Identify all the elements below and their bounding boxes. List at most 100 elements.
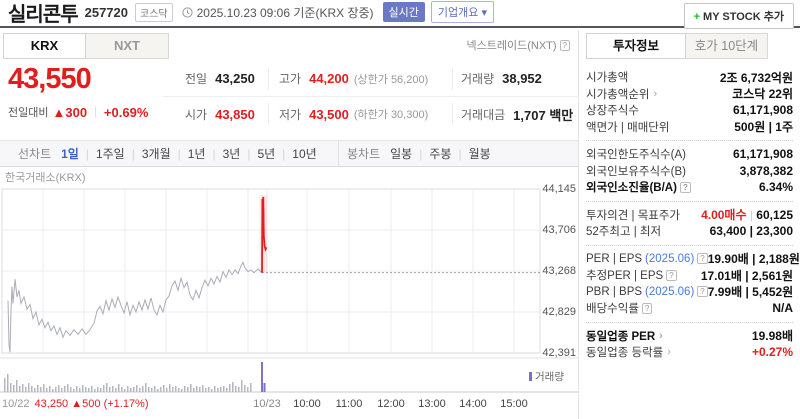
price-line-10/22: [7, 261, 263, 353]
tab-investor-info[interactable]: 투자정보: [586, 33, 686, 59]
tab-nxt[interactable]: NXT: [86, 33, 169, 59]
quote-table-row: 시가 43,850 저가 43,500 (하한가 30,300) 거래대금 1,707 백만: [163, 96, 579, 131]
quote-cell: 시가 43,850: [163, 103, 268, 125]
tab-krx[interactable]: KRX: [3, 33, 86, 59]
info-group: 외국인한도주식수(A) 61,171,908 외국인보유주식수(B) 3,878,38…: [586, 140, 793, 197]
plus-icon: +: [693, 11, 701, 23]
quote-cell-label: 전일: [185, 72, 208, 86]
info-row: 동일업종 등락률 › +0.27%: [586, 344, 793, 361]
quote-cell: 저가 43,500 (하한가 30,300): [268, 103, 452, 125]
period-tab-2[interactable]: 1주일: [95, 147, 125, 161]
info-value-part: +0.27%: [751, 345, 793, 360]
prev-session-summary: 10/22 43,250 ▲500 (+1.17%): [2, 398, 149, 410]
add-mystock-button[interactable]: + MY STOCK 추가: [683, 3, 794, 29]
period-tab-6[interactable]: 5년: [257, 147, 276, 161]
info-label-text: 동일업종 등락률: [586, 347, 664, 360]
info-value-part: 4.00매수: [701, 208, 747, 223]
info-value-part: 60,125: [756, 208, 793, 223]
info-group: 투자의견 | 목표주가 4.00매수 | 60,125 52주최고 | 최저 63,4…: [586, 200, 793, 241]
info-label[interactable]: 동일업종 PER ›: [586, 328, 663, 344]
investor-info-panel: 투자정보 호가 10단계 시가총액 2조 6,732억원 시가총액순위 › 코스닥 22…: [580, 30, 800, 419]
candle-chart-label: 봉차트: [347, 147, 381, 161]
quote-cell-value: 38,952: [502, 71, 542, 86]
candle-tab-1[interactable]: 일봉: [390, 147, 413, 161]
divider: |: [131, 146, 135, 161]
info-row: 시가총액 2조 6,732억원: [586, 69, 793, 86]
quote-cell-label: 거래량: [461, 72, 495, 86]
info-group: 동일업종 PER › 19.98배 동일업종 등락률 › +0.27%: [586, 321, 793, 362]
info-row: 외국인소진율(B/A)? 6.34%: [586, 179, 793, 196]
info-row: 액면가 | 매매단위 500원 | 1주: [586, 119, 793, 136]
help-icon[interactable]: ?: [559, 39, 570, 51]
info-row: 투자의견 | 목표주가 4.00매수 | 60,125: [586, 207, 793, 224]
info-value: 6.34%: [758, 180, 793, 195]
realtime-badge: 실시간: [382, 2, 425, 22]
quote-cell-value: 43,850: [215, 106, 255, 122]
y-axis-label: 42,391: [542, 347, 576, 359]
tab-orderbook[interactable]: 호가 10단계: [686, 33, 768, 59]
info-row: 시가총액순위 › 코스닥 22위: [586, 86, 793, 103]
info-label: 상장주식수: [586, 102, 639, 118]
info-label-text: 시가총액순위: [586, 88, 650, 101]
info-label-part: (2025.06): [645, 252, 695, 265]
info-label[interactable]: 동일업종 등락률 ›: [586, 344, 671, 360]
info-label[interactable]: 시가총액순위 ›: [586, 86, 657, 102]
info-label-text: 액면가 | 매매단위: [586, 121, 670, 134]
info-label: 액면가 | 매매단위: [586, 119, 669, 135]
line-chart-label: 선차트: [18, 147, 52, 161]
info-value: 63,400 | 23,300: [709, 224, 793, 239]
x-axis-label: 10:00: [293, 398, 321, 410]
help-icon[interactable]: ?: [679, 181, 691, 193]
info-row: 상장주식수 61,171,908: [586, 102, 793, 119]
quote-cell-extra: (하한가 30,300): [353, 109, 429, 121]
info-group: 시가총액 2조 6,732억원 시가총액순위 › 코스닥 22위 상장주식수 61,171,…: [586, 68, 793, 136]
period-tab-3[interactable]: 3개월: [141, 147, 171, 161]
help-icon[interactable]: ?: [697, 286, 708, 298]
info-label-text: 외국인보유주식수(B): [586, 165, 686, 178]
period-tab-1[interactable]: 1일: [61, 147, 79, 161]
info-label-text: 동일업종 PER: [586, 330, 656, 343]
up-arrow-icon: ▲: [71, 398, 83, 410]
quote-table-row: 전일 43,250 고가 44,200 (상한가 56,200) 거래량 38,952: [163, 61, 579, 96]
sidebar-tabs: 투자정보 호가 10단계: [586, 33, 768, 59]
candle-tab-3[interactable]: 월봉: [468, 147, 491, 161]
quote-cell-value: 43,500: [309, 106, 349, 122]
divider: |: [458, 146, 462, 161]
y-axis-label: 42,829: [542, 306, 576, 319]
info-row: 배당수익률? N/A: [586, 300, 793, 317]
info-row: PBR | BPS (2025.06)? 7.99배 | 5,452원: [586, 284, 793, 301]
candle-tab-2[interactable]: 주봉: [429, 147, 452, 161]
current-price: 43,550: [8, 63, 92, 95]
change-label: 전일대비: [8, 107, 49, 119]
info-value: 500원 | 1주: [734, 120, 793, 135]
info-label: PBR | BPS (2025.06)?: [586, 286, 708, 298]
info-value-part: |: [746, 208, 757, 223]
info-label-part: PER | EPS: [586, 252, 643, 265]
company-overview-button[interactable]: 기업개요 ▾: [430, 1, 494, 23]
info-row: PER | EPS (2025.06)? 19.90배 | 2,188원: [586, 251, 800, 268]
x-axis-label: 10/23: [253, 398, 281, 410]
info-label: 외국인한도주식수(A): [586, 146, 686, 162]
market-badge: 코스닥: [135, 2, 173, 22]
period-bar: 선차트 1일 | 1주일 | 3개월 | 1년 | 3년 | 5년 | 10년 봉차트 일봉 | 주봉 | 월봉: [0, 140, 578, 167]
info-label: 배당수익률?: [586, 300, 653, 316]
info-value: 코스닥 22위: [732, 87, 793, 102]
info-label-text: 시가총액: [586, 72, 629, 85]
period-tab-7[interactable]: 10년: [292, 147, 317, 161]
help-icon[interactable]: ?: [697, 253, 708, 265]
x-axis-label: 12:00: [377, 398, 405, 410]
help-icon[interactable]: ?: [641, 302, 653, 314]
help-icon[interactable]: ?: [666, 269, 677, 281]
period-tab-4[interactable]: 1년: [187, 147, 206, 161]
info-row: 동일업종 PER › 19.98배: [586, 328, 793, 345]
info-label: 시가총액: [586, 69, 628, 85]
investor-info-list: 시가총액 2조 6,732억원 시가총액순위 › 코스닥 22위 상장주식수 61,171,…: [586, 68, 800, 362]
chevron-right-icon: ›: [653, 87, 658, 100]
divider: |: [94, 106, 97, 118]
line-chart-periods: 선차트 1일 | 1주일 | 3개월 | 1년 | 3년 | 5년 | 10년: [0, 145, 338, 162]
quote-cell: 거래량 38,952: [452, 67, 579, 90]
quote-cell-value: 44,200: [309, 71, 349, 86]
info-row: 52주최고 | 최저 63,400 | 23,300: [586, 223, 793, 240]
period-tab-5[interactable]: 3년: [222, 147, 241, 161]
